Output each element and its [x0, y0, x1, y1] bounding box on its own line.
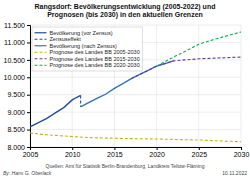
series-line: [30, 133, 241, 142]
series-line: [131, 57, 241, 79]
chart: Rangsdorf: Bevölkerungsentwicklung (2005…: [0, 0, 250, 177]
legend-swatch: [35, 58, 47, 59]
tick-label: 11.000: [4, 39, 25, 46]
legend-box: [32, 27, 142, 71]
tick-label: 2010: [65, 151, 81, 158]
y-tick: 9.500: [7, 91, 30, 98]
tick-label: 8.000: [7, 144, 25, 151]
footer: 10.11.2022: [222, 170, 247, 176]
x-tick: 2020: [149, 147, 165, 158]
legend-swatch: [35, 52, 47, 53]
legend-label: Prognose des Landes BB 2015-2030: [50, 56, 140, 62]
x-tick: 2010: [65, 147, 81, 158]
grid-line: [241, 25, 242, 147]
legend-label: Bevölkerung (nach Zensus): [50, 43, 117, 49]
tick-mark: [27, 42, 30, 43]
tick-label: 2030: [234, 151, 250, 158]
tick-label: 8.500: [7, 126, 25, 133]
y-tick: 11.000: [4, 39, 30, 46]
tick-label: 2015: [107, 151, 123, 158]
tick-mark: [157, 147, 158, 150]
grid-line: [30, 94, 241, 95]
tick-label: 9.000: [7, 109, 25, 116]
grid-line: [30, 129, 241, 130]
tick-mark: [27, 130, 30, 131]
x-tick: 2005: [23, 147, 39, 158]
tick-label: 10.000: [4, 74, 26, 81]
grid-line: [198, 25, 199, 147]
tick-mark: [27, 95, 30, 96]
axis-line: [31, 148, 242, 151]
x-axis: 2005 2010 2015 2020 2025 2030: [23, 147, 250, 158]
y-tick: 9.000: [7, 109, 30, 116]
tick-label: 2005: [23, 151, 39, 158]
legend-label: Prognose des Landes BB 2020-2030: [50, 62, 140, 68]
lines: [30, 32, 241, 142]
x-tick: 2015: [107, 147, 123, 158]
legend-label: Bevölkerung (vor Zensus): [50, 30, 113, 36]
series-line: [80, 95, 81, 107]
tick-label: 2025: [192, 151, 208, 158]
footer: By: Hans G. Oberlack: [3, 170, 52, 176]
tick-mark: [27, 77, 30, 78]
tick-label: 11.500: [4, 22, 25, 29]
series-line: [157, 32, 241, 66]
grid-line: [30, 25, 241, 26]
legend-swatch: [35, 45, 47, 46]
grid: [30, 25, 241, 147]
y-tick: 10.000: [4, 74, 30, 81]
plot: 2005 2010 2015 2020 2025 2030 8.000 8.500 9.000 9…: [4, 22, 250, 158]
tick-label: 10.500: [4, 57, 26, 64]
legend: Bevölkerung (vor Zensus)ZensuseffektBevö…: [32, 27, 142, 71]
tick-mark: [72, 147, 73, 150]
y-tick: 11.500: [4, 22, 30, 29]
axis-line: [27, 26, 31, 148]
tick-mark: [199, 147, 200, 150]
tick-label: 2020: [149, 151, 165, 158]
series-line: [30, 95, 81, 126]
legend-label: Prognose des Landes BB 2005-2030: [50, 49, 140, 55]
tick-mark: [27, 25, 30, 26]
footer: Quellen: Amt für Statistik Berlin-Brande…: [46, 163, 205, 169]
x-tick: 2025: [192, 147, 208, 158]
legend-swatch: [35, 65, 47, 66]
tick-mark: [241, 147, 242, 150]
tick-label: 9.500: [7, 91, 25, 98]
tick-mark: [27, 147, 30, 148]
y-tick: 10.500: [4, 57, 30, 64]
y-axis: 8.000 8.500 9.000 9.500 10.000 10.500 11.000 11…: [4, 22, 31, 151]
legend-swatch: [35, 32, 47, 33]
tick-mark: [27, 60, 30, 61]
legend-swatch: [35, 39, 47, 40]
grid-line: [156, 25, 157, 147]
tick-mark: [114, 147, 115, 150]
legend-label: Zensuseffekt: [50, 36, 82, 42]
title: Rangsdorf: Bevölkerungsentwicklung (2005…: [35, 3, 216, 19]
grid-line: [30, 112, 241, 113]
tick-mark: [27, 112, 30, 113]
y-tick: 8.000: [7, 144, 30, 151]
y-tick: 8.500: [7, 126, 30, 133]
x-tick: 2030: [234, 147, 250, 158]
